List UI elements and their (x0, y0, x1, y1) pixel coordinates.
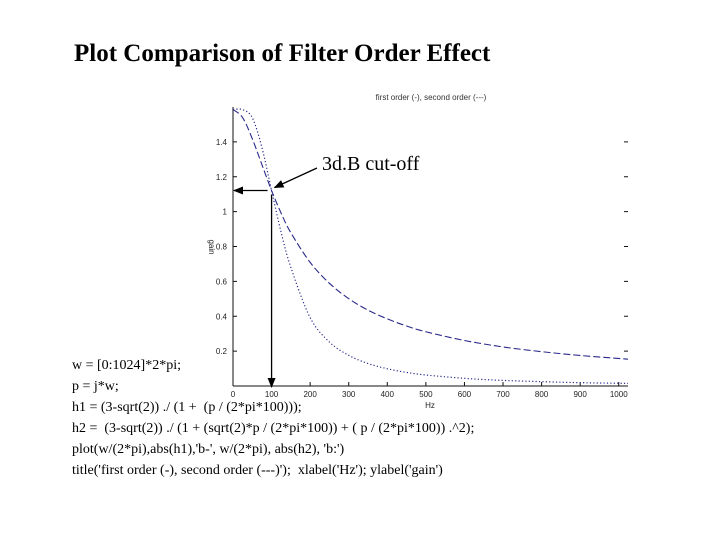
code-line-2: p = j*w; (72, 379, 119, 394)
x-tick-label: 400 (381, 390, 395, 399)
x-axis-label: Hz (425, 401, 435, 410)
cutoff-label: 3d.B cut-off (322, 153, 420, 175)
code-line-5: plot(w/(2*pi),abs(h1),'b-', w/(2*pi), ab… (72, 442, 345, 457)
x-tick-label: 100 (265, 390, 279, 399)
series-second-order-line (232, 108, 629, 384)
x-tick-label: 700 (496, 390, 510, 399)
cutoff-pointer-arrow (273, 167, 318, 189)
y-axis-label: gain (207, 239, 216, 254)
x-tick-label: 0 (231, 390, 236, 399)
x-tick-label: 800 (535, 390, 549, 399)
x-tick-label: 200 (303, 390, 317, 399)
code-line-4: h2 = (3-sqrt(2)) ./ (1 + (sqrt(2)*p / (2… (72, 421, 475, 436)
matlab-code-block: w = [0:1024]*2*pi; p = j*w; h1 = (3-sqrt… (72, 355, 474, 481)
plot-title: first order (-), second order (---) (376, 93, 487, 102)
x-tick-label: 300 (342, 390, 356, 399)
y-tick-label: 0.2 (216, 347, 228, 356)
series-first-order-line (232, 109, 629, 360)
code-line-3: h1 = (3-sqrt(2)) ./ (1 + (p / (2*pi*100)… (72, 400, 302, 415)
y-tick-label: 1 (223, 208, 228, 217)
y-tick-label: 0.8 (216, 243, 228, 252)
code-line-1: w = [0:1024]*2*pi; (72, 358, 181, 373)
y-tick-label: 0.6 (216, 277, 228, 286)
x-tick-label: 500 (419, 390, 433, 399)
x-tick-label: 900 (573, 390, 587, 399)
code-line-6: title('first order (-), second order (--… (72, 463, 443, 478)
y-tick-label: 1.4 (216, 138, 228, 147)
slide-title: Plot Comparison of Filter Order Effect (74, 40, 491, 67)
x-tick-label: 1000 (610, 390, 628, 399)
y-tick-label: 1.2 (216, 173, 228, 182)
x-tick-label: 600 (458, 390, 472, 399)
y-tick-label: 0.4 (216, 312, 228, 321)
